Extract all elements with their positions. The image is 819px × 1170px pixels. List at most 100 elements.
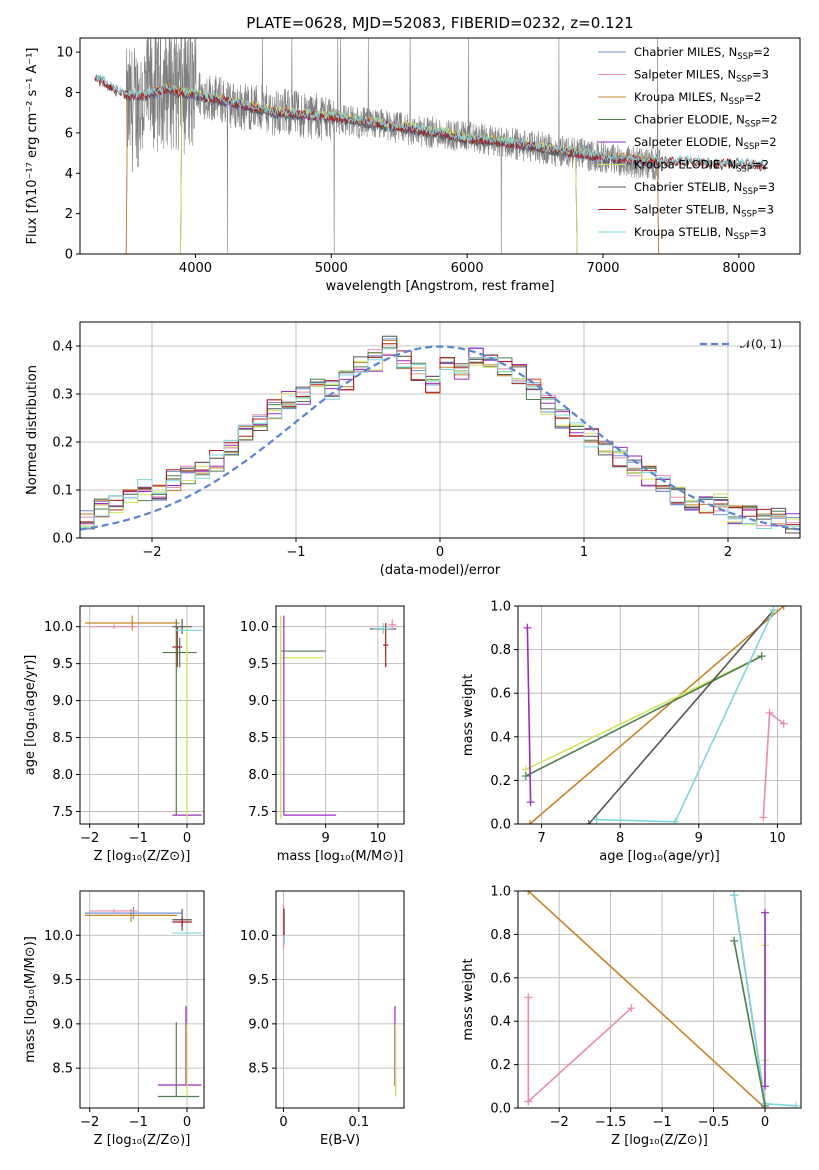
- plot-area: [80, 891, 204, 1108]
- panel-residual-histogram: −2 −1 0 1 2 0.0 0.1 0.2 0.3 0.4 (data-model)/error…: [25, 321, 801, 578]
- legend-subscript: SSP: [744, 142, 760, 152]
- x-tick-label: 0: [279, 1115, 287, 1130]
- normal-curve: [80, 345, 800, 531]
- weight-line-salpeter-elodie: [526, 627, 532, 803]
- plot-area: [94, 38, 767, 254]
- legend-entry: Chabrier ELODIE, NSSP=2: [634, 113, 778, 130]
- axes-frame: [275, 890, 405, 1109]
- point-marker: [765, 708, 774, 717]
- x-tick-label: 0: [761, 1115, 769, 1130]
- panel-age-vs-mass: 9 10 7.5 8.0 8.5 9.0 9.5 10.0 mass [log₁₀(M/M⊙)]: [240, 605, 405, 864]
- x-tick-label: 0.1: [348, 1115, 369, 1130]
- y-tick-label: 0.4: [52, 340, 73, 355]
- legend-subscript: SSP: [742, 187, 758, 197]
- panel-spectrum: 4000 5000 6000 7000 8000 0 2 4 6 8 10 wavelength [A…: [25, 37, 801, 294]
- y-tick-label: 0.0: [490, 1102, 511, 1117]
- y-tick-label: 9.5: [248, 973, 269, 988]
- y-tick-label: 1.0: [490, 885, 511, 900]
- x-axis-label: wavelength [Angstrom, rest frame]: [326, 279, 555, 294]
- x-tick-label: −1: [129, 1115, 148, 1130]
- legend-label: Salpeter MILES, N: [634, 68, 736, 82]
- panel-massweight-vs-age: 7 8 9 10 0.0 0.2 0.4 0.6 0.8 1.0 age [log₁₀(age/yr…: [461, 600, 802, 864]
- point-marker: [760, 1082, 769, 1091]
- plot-area: [518, 891, 801, 1108]
- plot-area: [80, 606, 204, 824]
- x-tick-label: −1: [652, 1115, 671, 1130]
- x-tick-label: 8: [616, 831, 624, 846]
- x-tick-label: 4000: [179, 261, 212, 276]
- x-tick-label: 9: [321, 831, 329, 846]
- point-marker: [524, 891, 533, 895]
- x-axis-label: age [log₁₀(age/yr)]: [599, 849, 720, 864]
- plot-area: [80, 322, 800, 538]
- x-tick-label: 8000: [722, 261, 755, 276]
- legend-suffix: =2: [744, 90, 761, 104]
- point-marker: [525, 820, 534, 824]
- legend-subscript: SSP: [741, 210, 757, 220]
- histogram-chabrier-stelib: [80, 335, 800, 538]
- legend-label: Salpeter STELIB, N: [634, 203, 741, 217]
- y-tick-label: 0: [65, 248, 73, 263]
- point-marker: [524, 993, 533, 1002]
- y-tick-label: 0.6: [490, 971, 511, 986]
- y-tick-label: 10.0: [44, 620, 73, 635]
- axes-frame: [275, 605, 405, 825]
- x-tick-label: 0: [183, 831, 191, 846]
- y-axis-label: Flux [fλ10⁻¹⁷ erg cm⁻² s⁻¹ A⁻¹]: [25, 48, 40, 245]
- x-tick-label: 5000: [315, 261, 348, 276]
- point-marker: [584, 820, 593, 824]
- axes-frame: [517, 890, 802, 1109]
- y-tick-label: 8.5: [248, 731, 269, 746]
- x-axis-label: (data-model)/error: [380, 563, 501, 578]
- legend-entry: Salpeter MILES, NSSP=3: [634, 68, 769, 85]
- y-axis-label: age [log₁₀(age/yr)]: [23, 655, 38, 776]
- point-marker: [760, 1101, 769, 1108]
- x-tick-label: 6000: [451, 261, 484, 276]
- y-tick-label: 8.5: [52, 731, 73, 746]
- y-tick-label: 2: [65, 207, 73, 222]
- y-axis-label: mass weight: [461, 674, 476, 756]
- point-marker: [759, 813, 768, 822]
- weight-line-kroupa-miles: [527, 891, 766, 1108]
- legend-subscript: SSP: [734, 232, 750, 242]
- legend-label: Kroupa STELIB, N: [634, 225, 734, 239]
- y-tick-label: 0.4: [490, 730, 511, 745]
- legend-label: Chabrier STELIB, N: [634, 180, 742, 194]
- y-tick-label: 9.5: [52, 973, 73, 988]
- panel-mass-vs-Z: −2 −1 0 8.5 9.0 9.5 10.0 Z [log₁₀(Z/Z⊙)] mass [l…: [23, 890, 205, 1148]
- axes-frame: [79, 890, 205, 1109]
- point-marker: [779, 719, 788, 728]
- x-axis-label: Z [log₁₀(Z/Z⊙)]: [611, 1133, 708, 1148]
- legend-subscript: SSP: [736, 165, 752, 175]
- x-tick-label: −2: [142, 545, 161, 560]
- y-tick-label: 10.0: [240, 929, 269, 944]
- y-tick-label: 0.2: [490, 774, 511, 789]
- weight-line-salpeter-miles: [762, 711, 785, 818]
- y-tick-label: 7.5: [248, 805, 269, 820]
- legend-subscript: SSP: [737, 52, 753, 62]
- x-tick-label: 0: [436, 545, 444, 560]
- y-tick-label: 0.3: [52, 388, 73, 403]
- y-tick-label: 4: [65, 167, 73, 182]
- y-tick-label: 7.5: [52, 805, 73, 820]
- point-marker: [671, 817, 680, 824]
- legend-label: Chabrier MILES, N: [634, 45, 737, 59]
- point-marker: [523, 623, 532, 632]
- y-tick-label: 8.5: [52, 1062, 73, 1077]
- data-spectrum: [125, 38, 661, 254]
- x-tick-label: 9: [695, 831, 703, 846]
- axes-frame: [79, 37, 801, 255]
- point-marker: [760, 908, 769, 917]
- y-tick-label: 0.6: [490, 687, 511, 702]
- y-tick-label: 0.2: [490, 1058, 511, 1073]
- weight-line-kroupa-miles: [529, 606, 785, 824]
- histogram-salpeter-stelib: [80, 343, 800, 538]
- plot-area: [518, 606, 801, 824]
- x-axis-label: Z [log₁₀(Z/Z⊙)]: [94, 849, 191, 864]
- legend-suffix: =2: [761, 113, 778, 127]
- x-tick-label: −2: [80, 1115, 99, 1130]
- legend-label: Chabrier ELODIE, N: [634, 113, 745, 127]
- weight-line-chabrier-elodie: [733, 940, 766, 1106]
- histogram-kroupa-stelib: [80, 348, 800, 538]
